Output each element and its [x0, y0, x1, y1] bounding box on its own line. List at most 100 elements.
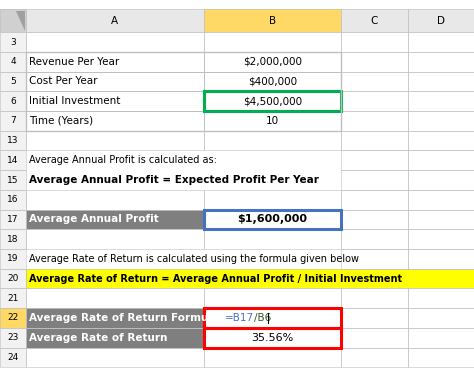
Text: 5: 5: [10, 77, 16, 86]
Bar: [0, 170, 26, 190]
Text: 35.56%: 35.56%: [251, 333, 294, 343]
Polygon shape: [16, 11, 25, 31]
Bar: [341, 52, 408, 72]
Text: /B6: /B6: [254, 313, 271, 323]
Bar: [204, 32, 341, 52]
Bar: [204, 348, 341, 367]
Bar: [26, 131, 204, 150]
Bar: [341, 9, 408, 32]
Bar: [408, 9, 474, 32]
Bar: [0, 210, 26, 229]
Bar: [26, 288, 204, 308]
Text: Average Annual Profit: Average Annual Profit: [29, 215, 159, 224]
Bar: [408, 131, 474, 150]
Bar: [204, 308, 341, 328]
Bar: [341, 229, 408, 249]
Bar: [0, 72, 26, 91]
Bar: [341, 328, 408, 348]
Bar: [204, 72, 341, 91]
Bar: [0, 72, 26, 91]
Text: Average Rate of Return: Average Rate of Return: [29, 333, 167, 343]
Bar: [26, 348, 204, 367]
Bar: [0, 288, 26, 308]
Text: Average Rate of Return is calculated using the formula given below: Average Rate of Return is calculated usi…: [29, 254, 359, 264]
Bar: [0, 150, 26, 170]
Text: Revenue Per Year: Revenue Per Year: [29, 57, 119, 67]
Bar: [341, 229, 408, 249]
Bar: [0, 150, 26, 170]
Bar: [204, 229, 341, 249]
Bar: [26, 190, 204, 210]
Bar: [26, 32, 204, 52]
Text: $4,500,000: $4,500,000: [243, 96, 302, 106]
Text: Cost Per Year: Cost Per Year: [29, 77, 98, 86]
Bar: [26, 91, 204, 111]
Bar: [341, 9, 408, 32]
Bar: [408, 348, 474, 367]
Text: 14: 14: [8, 156, 18, 165]
Bar: [26, 111, 204, 131]
Bar: [408, 288, 474, 308]
Bar: [0, 131, 26, 150]
Bar: [0, 9, 26, 32]
Text: 16: 16: [7, 195, 19, 204]
Bar: [0, 288, 26, 308]
Bar: [341, 190, 408, 210]
Text: 20: 20: [8, 274, 18, 283]
Text: 24: 24: [8, 353, 18, 362]
Bar: [204, 288, 341, 308]
Bar: [26, 72, 204, 91]
Bar: [204, 91, 341, 111]
Bar: [26, 210, 204, 229]
Bar: [341, 91, 408, 111]
Bar: [408, 210, 474, 229]
Bar: [0, 229, 26, 249]
Bar: [204, 91, 341, 111]
Bar: [341, 72, 408, 91]
Text: 13: 13: [7, 136, 19, 145]
Bar: [0, 328, 26, 348]
Bar: [341, 32, 408, 52]
Bar: [204, 229, 341, 249]
Bar: [204, 9, 341, 32]
Bar: [408, 52, 474, 72]
Bar: [408, 328, 474, 348]
Bar: [26, 328, 204, 348]
Bar: [204, 111, 341, 131]
Bar: [26, 72, 204, 91]
Bar: [408, 308, 474, 328]
Bar: [26, 308, 204, 328]
Text: C: C: [371, 16, 378, 26]
Bar: [408, 111, 474, 131]
Bar: [204, 328, 341, 348]
Bar: [341, 52, 408, 72]
Bar: [408, 190, 474, 210]
Bar: [408, 308, 474, 328]
Bar: [0, 348, 26, 367]
Text: Average Annual Profit = Expected Profit Per Year: Average Annual Profit = Expected Profit …: [29, 175, 319, 185]
Bar: [26, 288, 204, 308]
Bar: [0, 210, 26, 229]
Bar: [0, 131, 26, 150]
Bar: [0, 229, 26, 249]
Bar: [408, 150, 474, 170]
Bar: [204, 308, 341, 328]
Bar: [341, 190, 408, 210]
Text: 4: 4: [10, 57, 16, 66]
Bar: [408, 288, 474, 308]
Bar: [0, 91, 26, 111]
Bar: [408, 210, 474, 229]
Text: Average Rate of Return = Average Annual Profit / Initial Investment: Average Rate of Return = Average Annual …: [29, 274, 402, 283]
Bar: [26, 111, 204, 131]
Bar: [408, 72, 474, 91]
Bar: [0, 308, 26, 328]
Bar: [26, 9, 204, 32]
Text: $400,000: $400,000: [248, 77, 297, 86]
Bar: [0, 52, 26, 72]
Bar: [0, 249, 26, 269]
Bar: [341, 210, 408, 229]
Bar: [0, 328, 26, 348]
Bar: [26, 249, 474, 269]
Text: 18: 18: [7, 235, 19, 244]
Text: Average Annual Profit is calculated as:: Average Annual Profit is calculated as:: [29, 155, 217, 165]
